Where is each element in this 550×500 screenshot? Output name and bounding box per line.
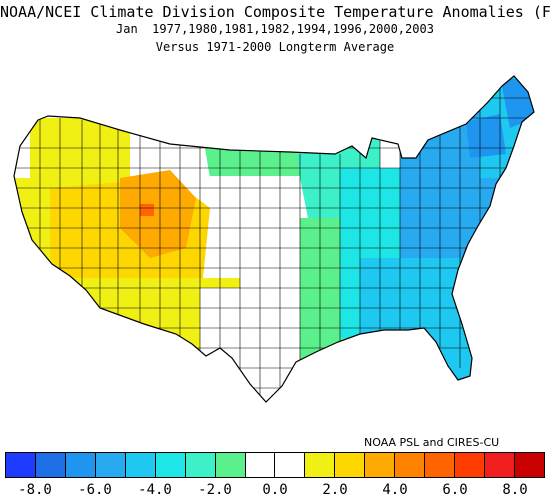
legend-colorbar bbox=[5, 452, 545, 478]
legend-tick-label: -6.0 bbox=[78, 482, 112, 498]
legend-swatch-12 bbox=[365, 453, 396, 477]
legend-swatch-10 bbox=[305, 453, 336, 477]
legend-swatch-16 bbox=[485, 453, 515, 477]
legend-tick-label: 8.0 bbox=[502, 482, 528, 498]
us-anomaly-map bbox=[13, 75, 535, 403]
legend-swatch-13 bbox=[395, 453, 426, 477]
legend-swatch-5 bbox=[155, 453, 186, 477]
legend-swatch-2 bbox=[65, 453, 96, 477]
legend-swatch-0 bbox=[6, 453, 36, 477]
legend-swatch-4 bbox=[125, 453, 156, 477]
credit-text: NOAA PSL and CIRES-CU bbox=[364, 436, 500, 449]
legend-swatch-1 bbox=[35, 453, 66, 477]
legend-tick-label: 6.0 bbox=[442, 482, 468, 498]
region-utah-central bbox=[120, 170, 196, 258]
region-northern-plains bbox=[130, 98, 300, 178]
legend-swatch-6 bbox=[185, 453, 216, 477]
legend-ticks: -8.0 -6.0 -4.0 -2.0 0.0 2.0 4.0 6.0 8.0 bbox=[0, 482, 550, 500]
legend-tick-label: -2.0 bbox=[198, 482, 232, 498]
map-subtitle-2: Versus 1971-2000 Longterm Average bbox=[155, 40, 395, 54]
legend-swatch-9 bbox=[275, 453, 306, 477]
legend-swatch-15 bbox=[455, 453, 485, 477]
legend-swatch-11 bbox=[335, 453, 366, 477]
legend-swatch-8 bbox=[245, 453, 276, 477]
legend-tick-label: 0.0 bbox=[262, 482, 288, 498]
legend-tick-label: -4.0 bbox=[138, 482, 172, 498]
legend-swatch-7 bbox=[215, 453, 246, 477]
map-subtitle: Jan 1977,1980,1981,1982,1994,1996,2000,2… bbox=[116, 22, 434, 36]
legend-swatch-3 bbox=[95, 453, 126, 477]
region-upstate-new-york bbox=[466, 114, 506, 158]
region-northern-rockies bbox=[30, 118, 130, 198]
legend-tick-label: 2.0 bbox=[322, 482, 348, 498]
legend-tick-label: 4.0 bbox=[382, 482, 408, 498]
legend-swatch-17 bbox=[514, 453, 544, 477]
legend-tick-label: -8.0 bbox=[18, 482, 52, 498]
region-central-plains bbox=[210, 176, 320, 298]
region-utah-hotspot bbox=[140, 204, 154, 216]
map-title: NOAA/NCEI Climate Division Composite Tem… bbox=[0, 3, 550, 21]
legend-swatch-14 bbox=[425, 453, 456, 477]
